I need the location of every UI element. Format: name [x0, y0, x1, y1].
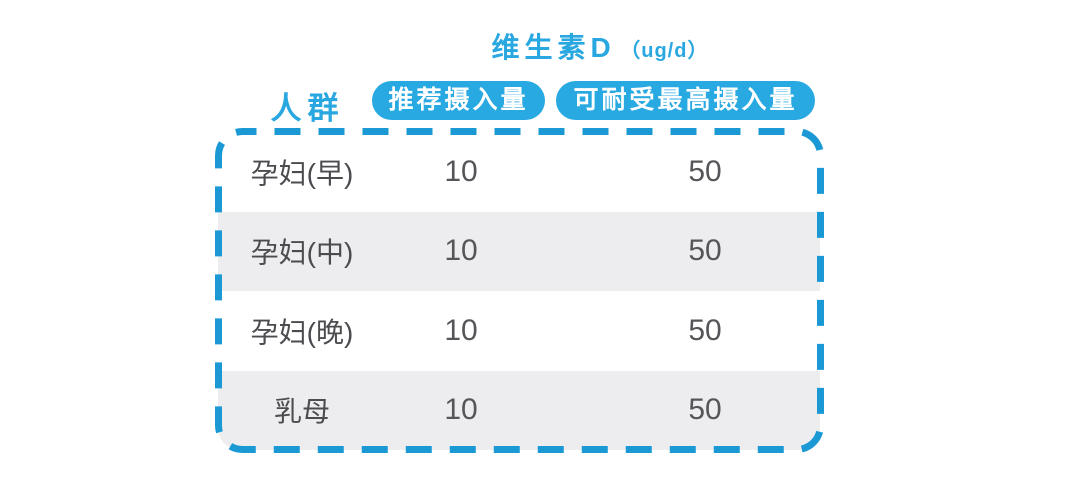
table-row-pregnant-mid: 孕妇(中) 10 50 [218, 211, 820, 291]
row-ul-value: 50 [688, 313, 722, 347]
table-row-pregnant-late: 孕妇(晚) 10 50 [218, 291, 820, 371]
table-row-lactating: 乳母 10 50 [218, 370, 820, 450]
row-ul-value: 50 [688, 234, 722, 268]
title-text: 维生素D [491, 32, 616, 63]
row-rni-value: 10 [444, 313, 478, 347]
row-group-label: 孕妇(晚) [250, 316, 354, 348]
row-group-label: 乳母 [273, 396, 330, 428]
data-table: 孕妇(早) 10 50 孕妇(中) 10 50 孕妇(晚) 10 50 乳母 1… [218, 132, 820, 450]
row-group-label: 孕妇(早) [250, 157, 354, 189]
column-header-recommended-intake-pill: 推荐摄入量 [372, 81, 545, 120]
row-rni-value: 10 [444, 393, 478, 427]
title-unit: （ug/d） [620, 40, 709, 62]
row-group-label: 孕妇(中) [250, 237, 354, 269]
row-rni-value: 10 [444, 234, 478, 268]
table-title: 维生素D （ug/d） [380, 26, 820, 66]
column-header-group: 人群 [270, 91, 345, 126]
row-ul-value: 50 [688, 393, 722, 427]
table-row-pregnant-early: 孕妇(早) 10 50 [218, 132, 820, 212]
row-rni-value: 10 [444, 154, 478, 188]
row-ul-value: 50 [688, 154, 722, 188]
column-header-upper-intake-pill: 可耐受最高摄入量 [556, 81, 815, 120]
